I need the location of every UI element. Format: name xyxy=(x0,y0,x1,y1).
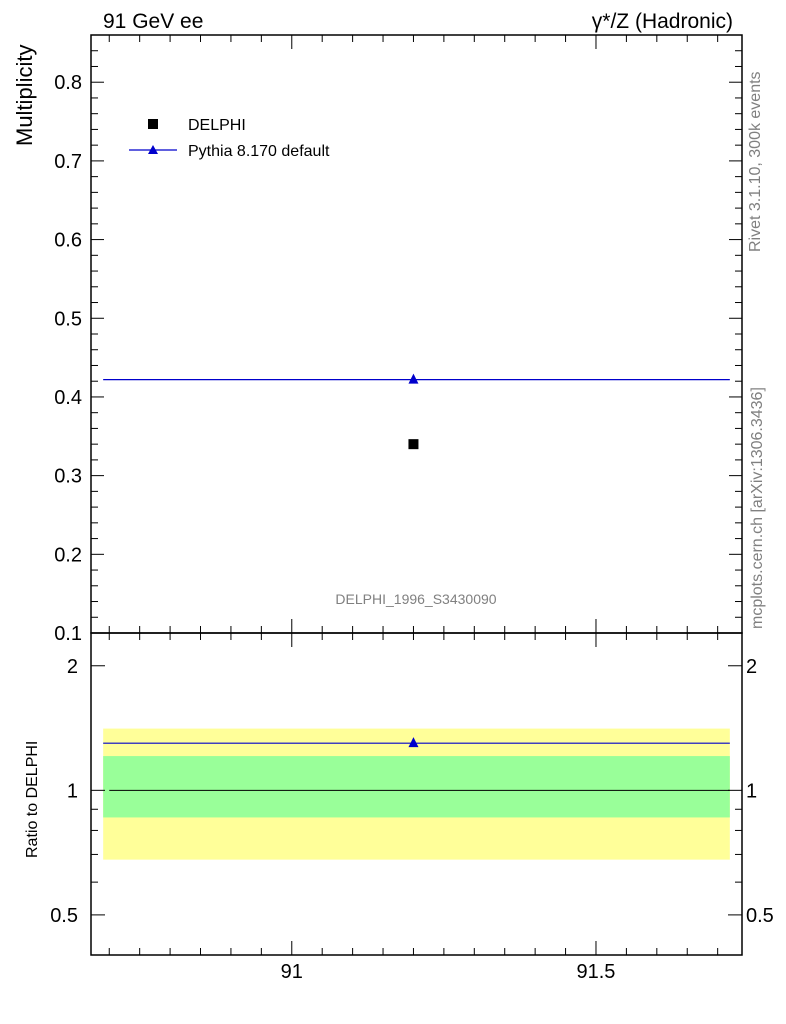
ratio-xtick-label: 91.5 xyxy=(577,961,616,983)
side-text-top: Rivet 3.1.10, 300k events xyxy=(747,71,764,252)
legend-delphi-marker xyxy=(148,119,158,129)
header-left: 91 GeV ee xyxy=(103,10,203,33)
main-ytick-label: 0.5 xyxy=(54,308,82,330)
main-ytick-label: 0.7 xyxy=(54,151,82,173)
main-ytick-label: 0.4 xyxy=(54,387,82,409)
ratio-plot-frame xyxy=(90,632,743,956)
ratio-ylabel: Ratio to DELPHI xyxy=(24,741,41,858)
main-ytick-label: 0.3 xyxy=(54,466,82,488)
legend: DELPHI Pythia 8.170 default xyxy=(129,117,330,160)
legend-pythia-label: Pythia 8.170 default xyxy=(188,143,330,160)
main-point-pythia xyxy=(408,373,419,384)
main-ytick-label: 0.1 xyxy=(54,623,82,645)
legend-delphi-label: DELPHI xyxy=(188,117,246,134)
main-ylabel: Multiplicity xyxy=(12,45,37,146)
main-ytick-label: 0.8 xyxy=(54,72,82,94)
ratio-point-pythia xyxy=(408,737,419,748)
main-ytick-label: 0.6 xyxy=(54,230,82,252)
main-point-delphi xyxy=(408,439,419,450)
analysis-watermark: DELPHI_1996_S3430090 xyxy=(335,591,496,607)
main-ytick-label: 0.2 xyxy=(54,544,82,566)
legend-pythia-marker xyxy=(148,145,158,154)
ratio-band-1 xyxy=(103,756,730,818)
ratio-ytick-label-right: 0.5 xyxy=(746,905,774,927)
ratio-ytick-label-left: 0.5 xyxy=(50,905,78,927)
ratio-xtick-label: 91 xyxy=(281,961,303,983)
ratio-ytick-label-left: 1 xyxy=(67,780,78,802)
ratio-ytick-label-right: 1 xyxy=(746,780,757,802)
ratio-ytick-label-left: 2 xyxy=(67,656,78,678)
side-text-bottom: mcplots.cern.ch [arXiv:1306.3436] xyxy=(749,387,766,629)
header-right: γ*/Z (Hadronic) xyxy=(592,10,733,33)
ratio-ytick-label-right: 2 xyxy=(746,656,757,678)
